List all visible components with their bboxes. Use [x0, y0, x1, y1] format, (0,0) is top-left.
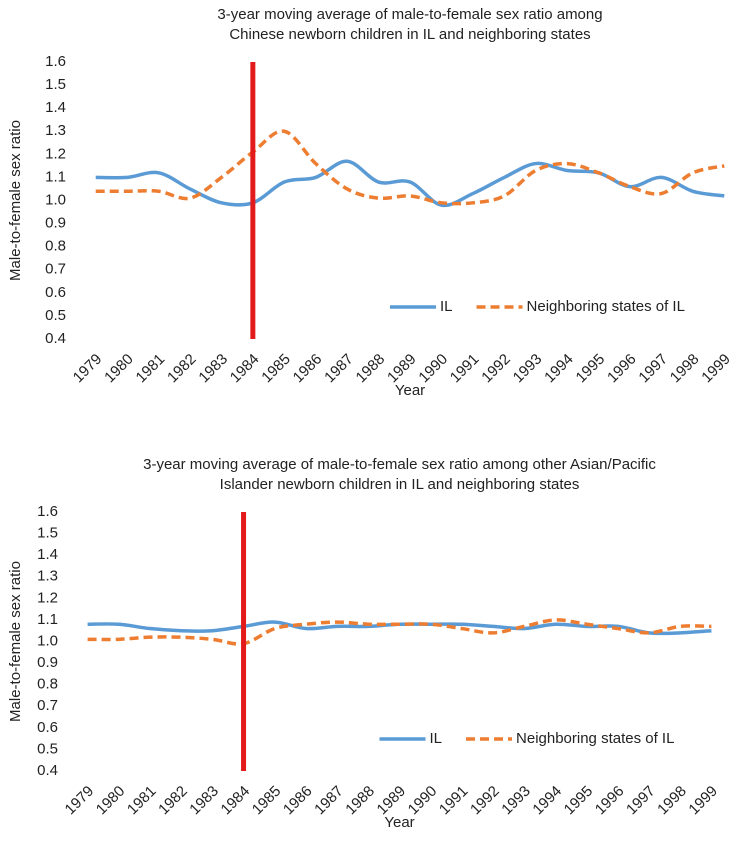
y-tick-label: 0.4 — [45, 330, 66, 347]
y-tick-label: 1.5 — [37, 525, 58, 542]
x-tick-label: 1984 — [227, 351, 263, 387]
x-tick-label: 1999 — [698, 351, 734, 387]
x-tick-label: 1998 — [667, 351, 703, 387]
x-tick-label: 1986 — [290, 351, 326, 387]
y-tick-label: 1.3 — [45, 122, 66, 139]
x-tick-label: 1996 — [604, 351, 640, 387]
x-tick-label: 1994 — [541, 351, 577, 387]
legend-label: IL — [440, 298, 453, 315]
x-tick-label: 1994 — [529, 783, 565, 819]
chart-title: 3-year moving average of male-to-female … — [143, 456, 656, 493]
x-tick-label: 1997 — [623, 783, 659, 819]
x-tick-label: 1981 — [124, 783, 160, 819]
y-axis-label: Male-to-female sex ratio — [7, 561, 24, 722]
x-tick-label: 1985 — [249, 783, 285, 819]
y-tick-label: 1.4 — [37, 546, 58, 563]
legend-label: Neighboring states of IL — [527, 298, 685, 315]
y-tick-label: 1.2 — [45, 145, 66, 162]
x-tick-label: 1999 — [685, 783, 721, 819]
x-tick-label: 1990 — [415, 351, 451, 387]
x-tick-label: 1982 — [164, 351, 200, 387]
y-tick-label: 1.6 — [37, 503, 58, 520]
series-line — [95, 159, 725, 208]
y-tick-label: 0.7 — [37, 697, 58, 714]
y-tick-label: 0.7 — [45, 261, 66, 278]
x-tick-label: 1984 — [218, 783, 254, 819]
y-tick-label: 1.4 — [45, 99, 66, 116]
x-tick-label: 1987 — [321, 351, 357, 387]
chart: 3-year moving average of male-to-female … — [7, 6, 734, 399]
y-tick-label: 1.0 — [45, 191, 66, 208]
x-tick-label: 1990 — [405, 783, 441, 819]
x-tick-label: 1993 — [498, 783, 534, 819]
y-tick-label: 1.3 — [37, 568, 58, 585]
chart: 3-year moving average of male-to-female … — [7, 456, 721, 831]
x-tick-label: 1998 — [654, 783, 690, 819]
x-axis-label: Year — [384, 814, 414, 831]
x-axis-label: Year — [395, 382, 425, 399]
y-axis-label: Male-to-female sex ratio — [7, 120, 24, 281]
y-tick-label: 1.5 — [45, 76, 66, 93]
y-tick-label: 0.8 — [37, 676, 58, 693]
x-tick-label: 1992 — [467, 783, 503, 819]
y-tick-label: 1.1 — [45, 168, 66, 185]
x-tick-label: 1988 — [353, 351, 389, 387]
y-tick-label: 0.6 — [37, 719, 58, 736]
y-tick-label: 1.0 — [37, 632, 58, 649]
x-tick-label: 1980 — [93, 783, 129, 819]
x-tick-label: 1992 — [478, 351, 514, 387]
x-tick-label: 1983 — [195, 351, 231, 387]
x-tick-label: 1991 — [447, 351, 483, 387]
x-tick-label: 1979 — [62, 783, 98, 819]
x-tick-label: 1997 — [635, 351, 671, 387]
x-tick-label: 1980 — [101, 351, 137, 387]
y-tick-label: 0.9 — [37, 654, 58, 671]
y-tick-label: 0.4 — [37, 762, 58, 779]
y-tick-label: 1.1 — [37, 611, 58, 628]
chart-title: 3-year moving average of male-to-female … — [217, 6, 602, 43]
x-tick-label: 1987 — [311, 783, 347, 819]
x-tick-label: 1988 — [342, 783, 378, 819]
x-tick-label: 1995 — [573, 351, 609, 387]
y-tick-label: 0.5 — [37, 740, 58, 757]
x-tick-label: 1989 — [374, 783, 410, 819]
x-tick-label: 1983 — [186, 783, 222, 819]
x-tick-label: 1996 — [592, 783, 628, 819]
series-line — [87, 618, 712, 646]
x-tick-label: 1989 — [384, 351, 420, 387]
legend-label: IL — [430, 730, 443, 747]
legend-label: Neighboring states of IL — [516, 730, 674, 747]
x-tick-label: 1993 — [510, 351, 546, 387]
x-tick-label: 1982 — [155, 783, 191, 819]
x-tick-label: 1979 — [70, 351, 106, 387]
y-tick-label: 0.6 — [45, 284, 66, 301]
series-line — [95, 129, 725, 206]
x-tick-label: 1981 — [133, 351, 169, 387]
x-tick-label: 1991 — [436, 783, 472, 819]
y-tick-label: 0.9 — [45, 215, 66, 232]
y-tick-label: 0.8 — [45, 238, 66, 255]
y-tick-label: 1.2 — [37, 589, 58, 606]
x-tick-label: 1985 — [258, 351, 294, 387]
x-tick-label: 1995 — [561, 783, 597, 819]
y-tick-label: 1.6 — [45, 53, 66, 70]
x-tick-label: 1986 — [280, 783, 316, 819]
y-tick-label: 0.5 — [45, 307, 66, 324]
